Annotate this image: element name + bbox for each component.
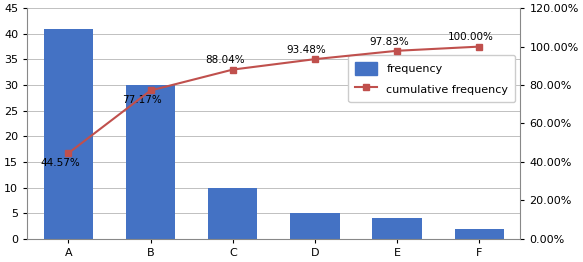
Bar — [455, 228, 504, 239]
Text: 93.48%: 93.48% — [287, 45, 326, 55]
Bar — [373, 218, 422, 239]
Text: 44.57%: 44.57% — [40, 158, 80, 168]
Text: 100.00%: 100.00% — [448, 32, 494, 42]
Bar — [208, 188, 258, 239]
Bar — [44, 29, 93, 239]
Text: 88.04%: 88.04% — [205, 56, 244, 66]
Legend: frequency, cumulative frequency: frequency, cumulative frequency — [349, 55, 515, 102]
Text: 77.17%: 77.17% — [122, 95, 162, 105]
Bar — [290, 213, 340, 239]
Bar — [126, 85, 175, 239]
Text: 97.83%: 97.83% — [369, 37, 409, 47]
